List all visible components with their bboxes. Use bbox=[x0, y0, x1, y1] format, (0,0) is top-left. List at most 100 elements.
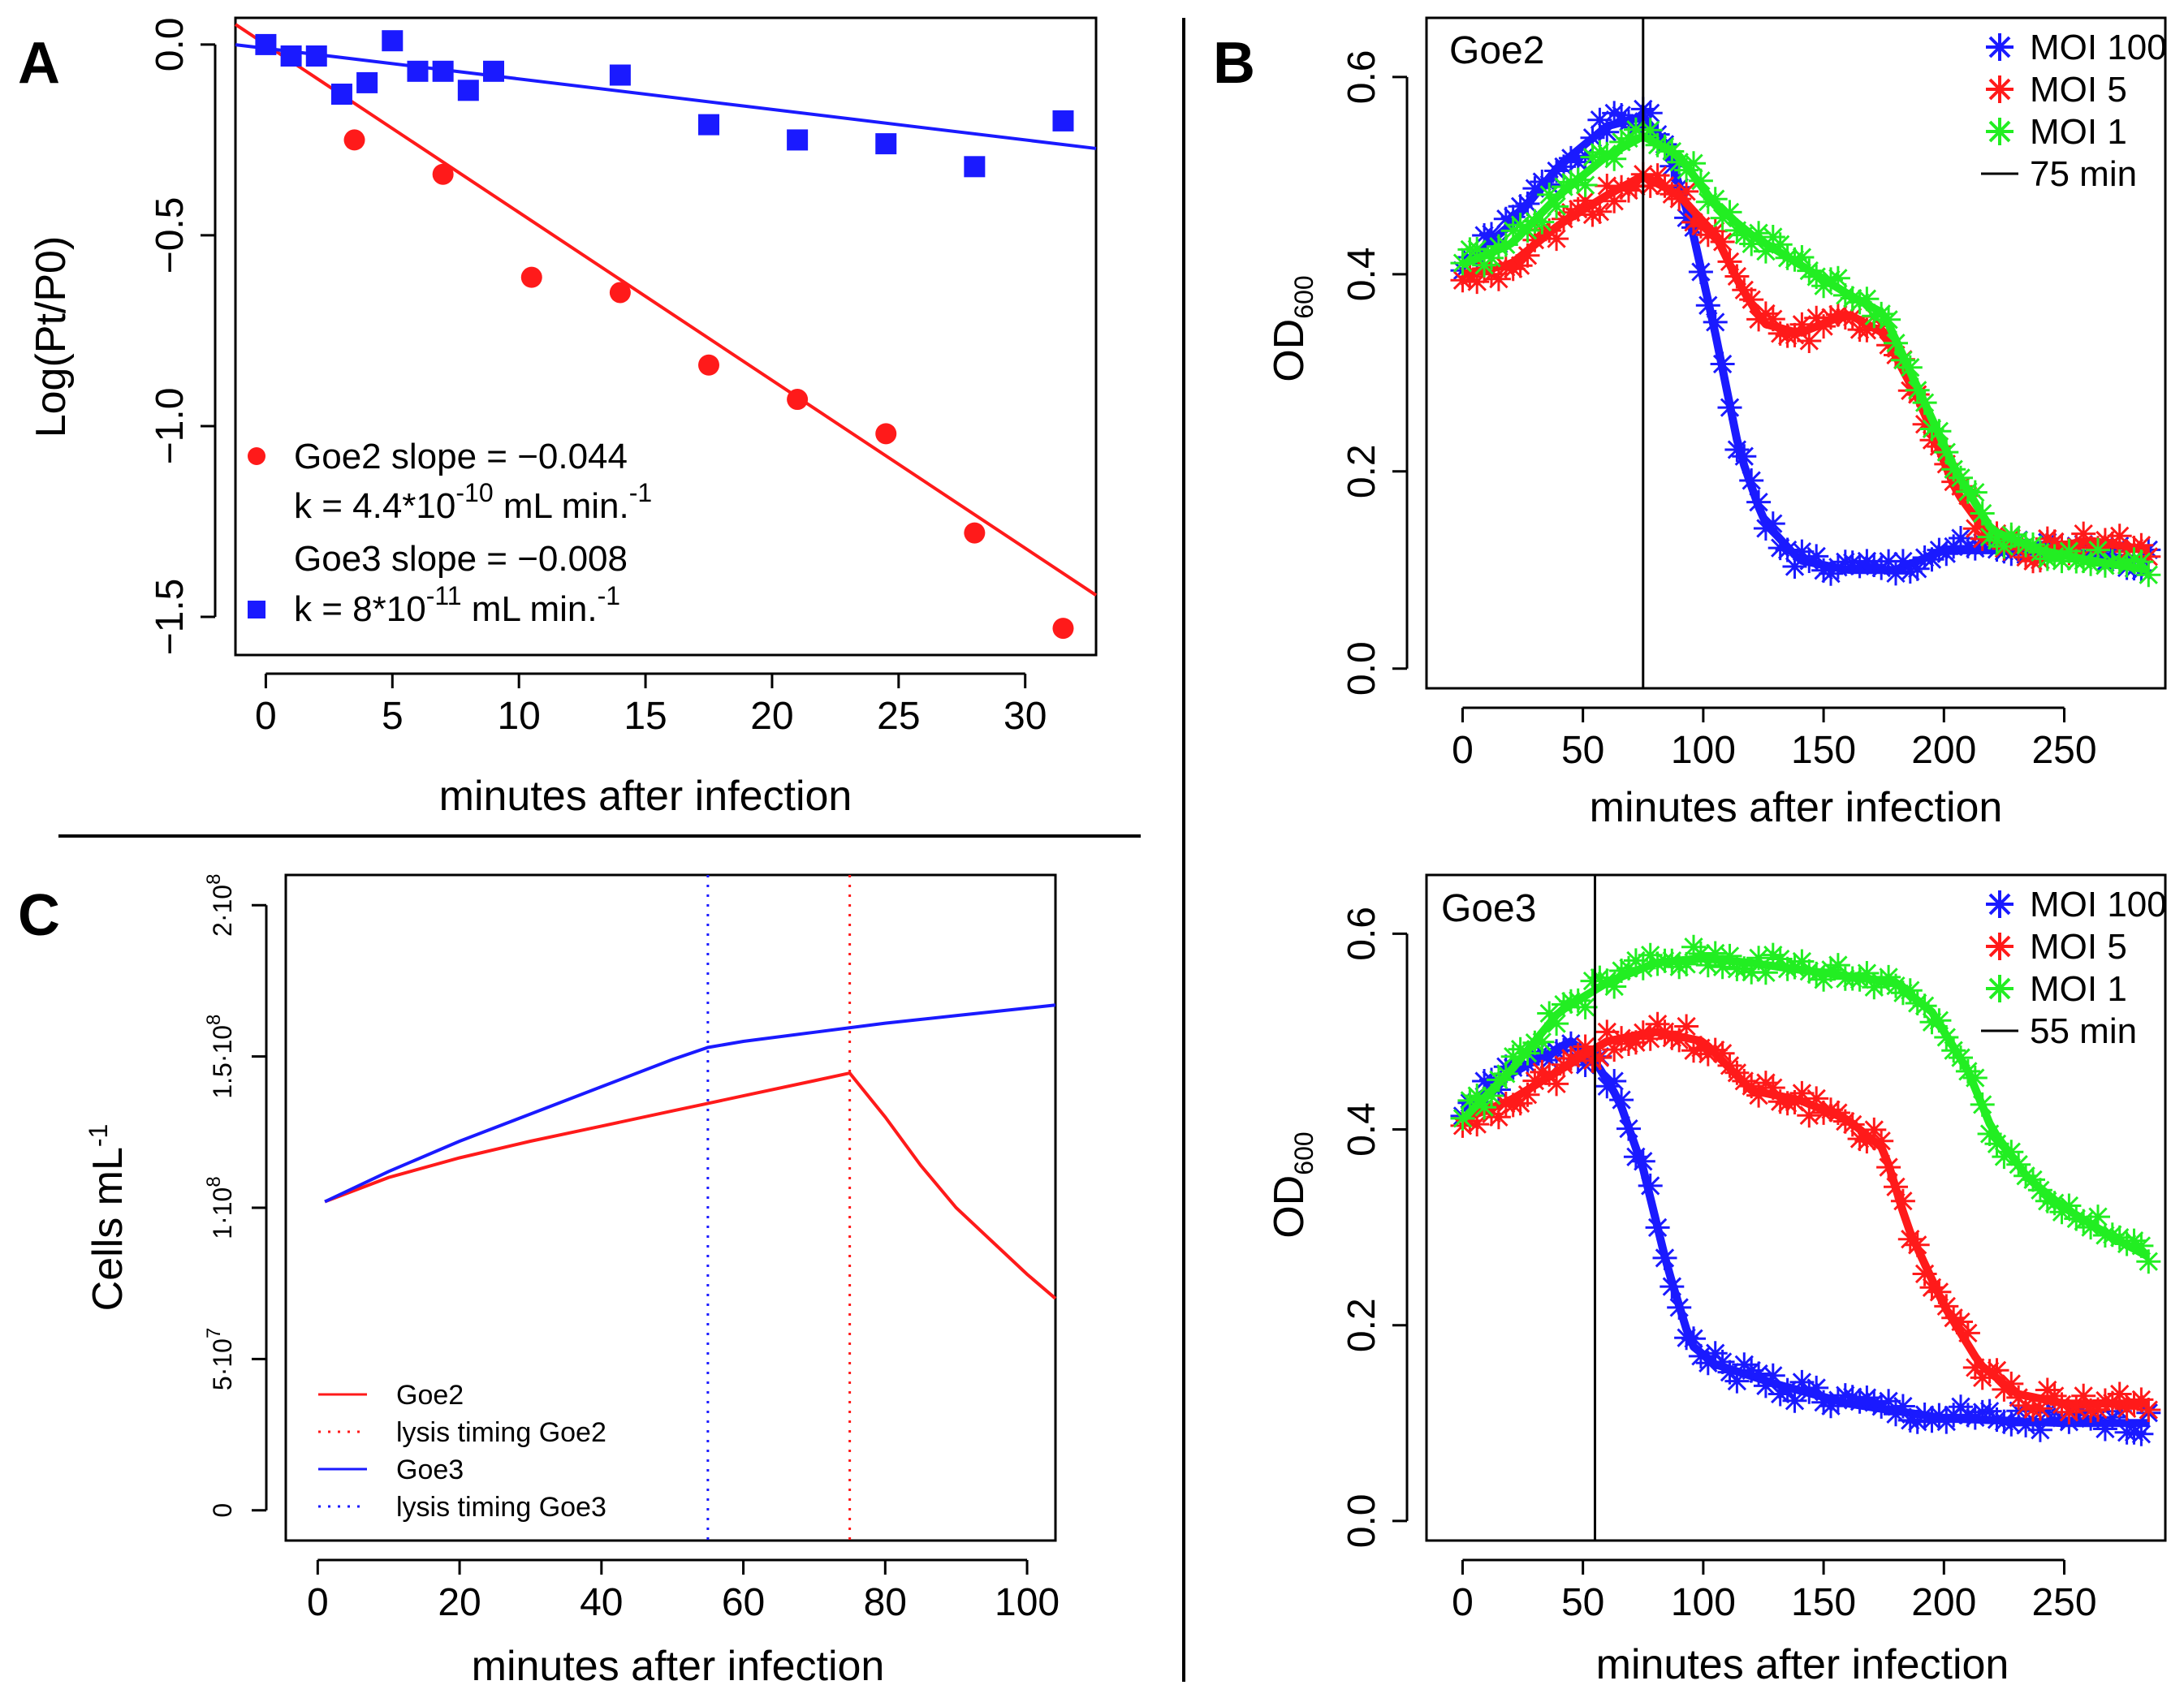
panel-a-xtick-label: 5 bbox=[382, 695, 404, 738]
panel-b-top-smooth-moi-5 bbox=[1461, 171, 2150, 554]
panel-b-bottom-xtick-label: 0 bbox=[1452, 1581, 1474, 1624]
point-goe3 bbox=[875, 133, 897, 155]
panel-a-ytick-label: −1.5 bbox=[149, 579, 192, 656]
panel-b-letter: B bbox=[1213, 31, 1255, 96]
panel-c-ytick-label: 0 bbox=[208, 1503, 237, 1518]
panel-b-top-plot-frame bbox=[1425, 16, 2167, 690]
legend-goe2-slope: Goe2 slope = −0.044 bbox=[294, 437, 628, 476]
panel-b-bottom-legend-label: MOI 100 bbox=[2030, 885, 2167, 924]
panel-b-top-stars-moi-5 bbox=[1450, 162, 2161, 574]
legend-goe2-marker bbox=[248, 447, 265, 465]
panel-c-ytick-mantissa: 2·10 bbox=[208, 885, 237, 937]
panel-c-ytick-label: 1·108 bbox=[203, 1176, 237, 1239]
panel-c-ytick-exponent: 8 bbox=[203, 1015, 225, 1025]
point-goe3 bbox=[382, 30, 404, 52]
panel-b-top-stars-moi-1 bbox=[1450, 117, 2161, 588]
panel-b-top: B 0 50 100 150 200 250 0.0 0.2 0.4 0.6 Goe2 OD600… bbox=[1213, 16, 2167, 831]
panel-a-xtick-label: 20 bbox=[750, 695, 793, 738]
legend-goe3-marker bbox=[248, 601, 265, 618]
point-goe2 bbox=[343, 129, 365, 151]
panel-b-bottom-legend-label: MOI 5 bbox=[2030, 927, 2127, 967]
panel-a-legend: Goe2 slope = −0.044 k = 4.4*10-10 mL min… bbox=[248, 437, 652, 629]
point-goe3 bbox=[255, 33, 277, 55]
panel-b-top-title: Goe2 bbox=[1449, 29, 1544, 72]
panel-c-xtick-label: 100 bbox=[995, 1581, 1060, 1624]
panel-b-top-xtick-label: 250 bbox=[2031, 729, 2096, 772]
point-goe3 bbox=[330, 84, 352, 106]
panel-b-bottom-plot-frame bbox=[1425, 873, 2167, 1542]
point-goe2 bbox=[432, 163, 454, 185]
panel-c-curves bbox=[324, 875, 1057, 1541]
point-goe2 bbox=[520, 266, 542, 288]
panel-b-bottom-ticks: 0 50 100 150 200 250 0.0 0.2 0.4 0.6 bbox=[1340, 907, 2097, 1624]
panel-b-bottom-ytick-label: 0.2 bbox=[1340, 1298, 1383, 1352]
point-goe2 bbox=[964, 522, 986, 544]
panel-a-xtick-label: 0 bbox=[255, 695, 277, 738]
panel-a-ytick-label: −0.5 bbox=[149, 197, 192, 274]
panel-b-bottom-xlabel: minutes after infection bbox=[1596, 1641, 2009, 1688]
point-goe2 bbox=[1052, 618, 1074, 640]
panel-c-ytick-mantissa: 0 bbox=[208, 1503, 237, 1518]
panel-b-bottom-smooth-moi-5 bbox=[1461, 1028, 2149, 1408]
panel-b-bottom-curves bbox=[1450, 934, 2161, 1446]
panel-b-bottom-legend-label: MOI 1 bbox=[2030, 969, 2127, 1009]
panel-a-plot-frame bbox=[234, 16, 1098, 657]
panel-c-xtick-label: 0 bbox=[307, 1581, 329, 1624]
panel-b-bottom-xtick-label: 150 bbox=[1791, 1581, 1856, 1624]
panel-b-top-legend-marker bbox=[1986, 33, 2014, 61]
point-goe3 bbox=[407, 60, 429, 82]
panel-b-bottom-xtick-label: 250 bbox=[2031, 1581, 2096, 1624]
panel-a: A 0 5 10 15 20 25 30 0.0 −0.5 −1.0 −1.5 Log(Pt/P0)… bbox=[18, 16, 1098, 820]
panel-a-ylabel: Log(Pt/P0) bbox=[28, 236, 75, 438]
panel-a-ticks: 0 5 10 15 20 25 30 0.0 −0.5 −1.0 −1.5 bbox=[149, 18, 1047, 738]
panel-b-bottom-title: Goe3 bbox=[1441, 887, 1536, 930]
panel-b-top-xlabel: minutes after infection bbox=[1590, 784, 2003, 831]
panel-c-legend-label: Goe3 bbox=[396, 1455, 464, 1485]
point-goe3 bbox=[280, 45, 302, 67]
panel-a-xtick-label: 25 bbox=[877, 695, 920, 738]
point-goe3 bbox=[698, 114, 719, 136]
panel-c-plot-frame bbox=[284, 873, 1057, 1542]
legend-goe3-k: k = 8*10-11 mL min.-1 bbox=[294, 581, 620, 629]
panel-a-xlabel: minutes after infection bbox=[439, 773, 852, 820]
panel-b-top-smooth-moi-1 bbox=[1461, 131, 2150, 575]
panel-b-bottom-ytick-label: 0.4 bbox=[1340, 1102, 1383, 1157]
point-goe3 bbox=[457, 80, 479, 101]
panel-a-ytick-label: −1.0 bbox=[149, 388, 192, 465]
panel-c-legend-label: Goe2 bbox=[396, 1380, 464, 1411]
panel-c-legend: Goe2 lysis timing Goe2 Goe3 lysis timing Go… bbox=[318, 1380, 606, 1523]
panel-b-top-ytick-label: 0.6 bbox=[1340, 50, 1383, 105]
panel-c-xlabel: minutes after infection bbox=[472, 1643, 885, 1690]
panel-b-bottom-legend-marker bbox=[1986, 890, 2014, 918]
panel-b-top-legend-label: MOI 5 bbox=[2030, 70, 2127, 110]
panel-b-bottom: 0 50 100 150 200 250 0.0 0.2 0.4 0.6 Goe3 OD600 m… bbox=[1266, 873, 2167, 1688]
panel-b-top-legend-label: 75 min bbox=[2030, 154, 2137, 194]
panel-c-ytick-label: 5·107 bbox=[203, 1328, 237, 1390]
panel-b-top-curves bbox=[1450, 97, 2161, 588]
legend-goe2-k: k = 4.4*10-10 mL min.-1 bbox=[294, 478, 652, 526]
panel-b-top-xtick-label: 100 bbox=[1671, 729, 1736, 772]
panel-b-bottom-stars-moi-1 bbox=[1450, 934, 2161, 1274]
panel-b-bottom-ytick-label: 0.6 bbox=[1340, 907, 1383, 961]
point-goe2 bbox=[609, 282, 631, 304]
point-goe3 bbox=[432, 60, 454, 82]
legend-goe3-slope: Goe3 slope = −0.008 bbox=[294, 539, 628, 579]
fit-line-goe3 bbox=[235, 43, 1097, 150]
panel-b-bottom-ylabel: OD600 bbox=[1266, 1131, 1319, 1238]
panel-b-bottom-xtick-label: 50 bbox=[1561, 1581, 1604, 1624]
panel-c-ytick-label: 1.5·108 bbox=[203, 1015, 237, 1099]
panel-c-curve-goe3 bbox=[324, 1003, 1056, 1204]
panel-b-bottom-ytick-label: 0.0 bbox=[1340, 1494, 1383, 1549]
panel-b-top-legend-label: MOI 1 bbox=[2030, 112, 2127, 152]
panel-b-top-ytick-label: 0.4 bbox=[1340, 247, 1383, 301]
fit-line-goe2 bbox=[234, 23, 1098, 597]
panel-b-bottom-xtick-label: 100 bbox=[1671, 1581, 1736, 1624]
panel-b-bottom-xtick-label: 200 bbox=[1911, 1581, 1976, 1624]
panel-c-ytick-exponent: 8 bbox=[203, 1176, 225, 1187]
point-goe3 bbox=[609, 64, 631, 86]
panel-b-top-legend-marker bbox=[1986, 118, 2014, 145]
panel-a-xtick-label: 10 bbox=[497, 695, 540, 738]
